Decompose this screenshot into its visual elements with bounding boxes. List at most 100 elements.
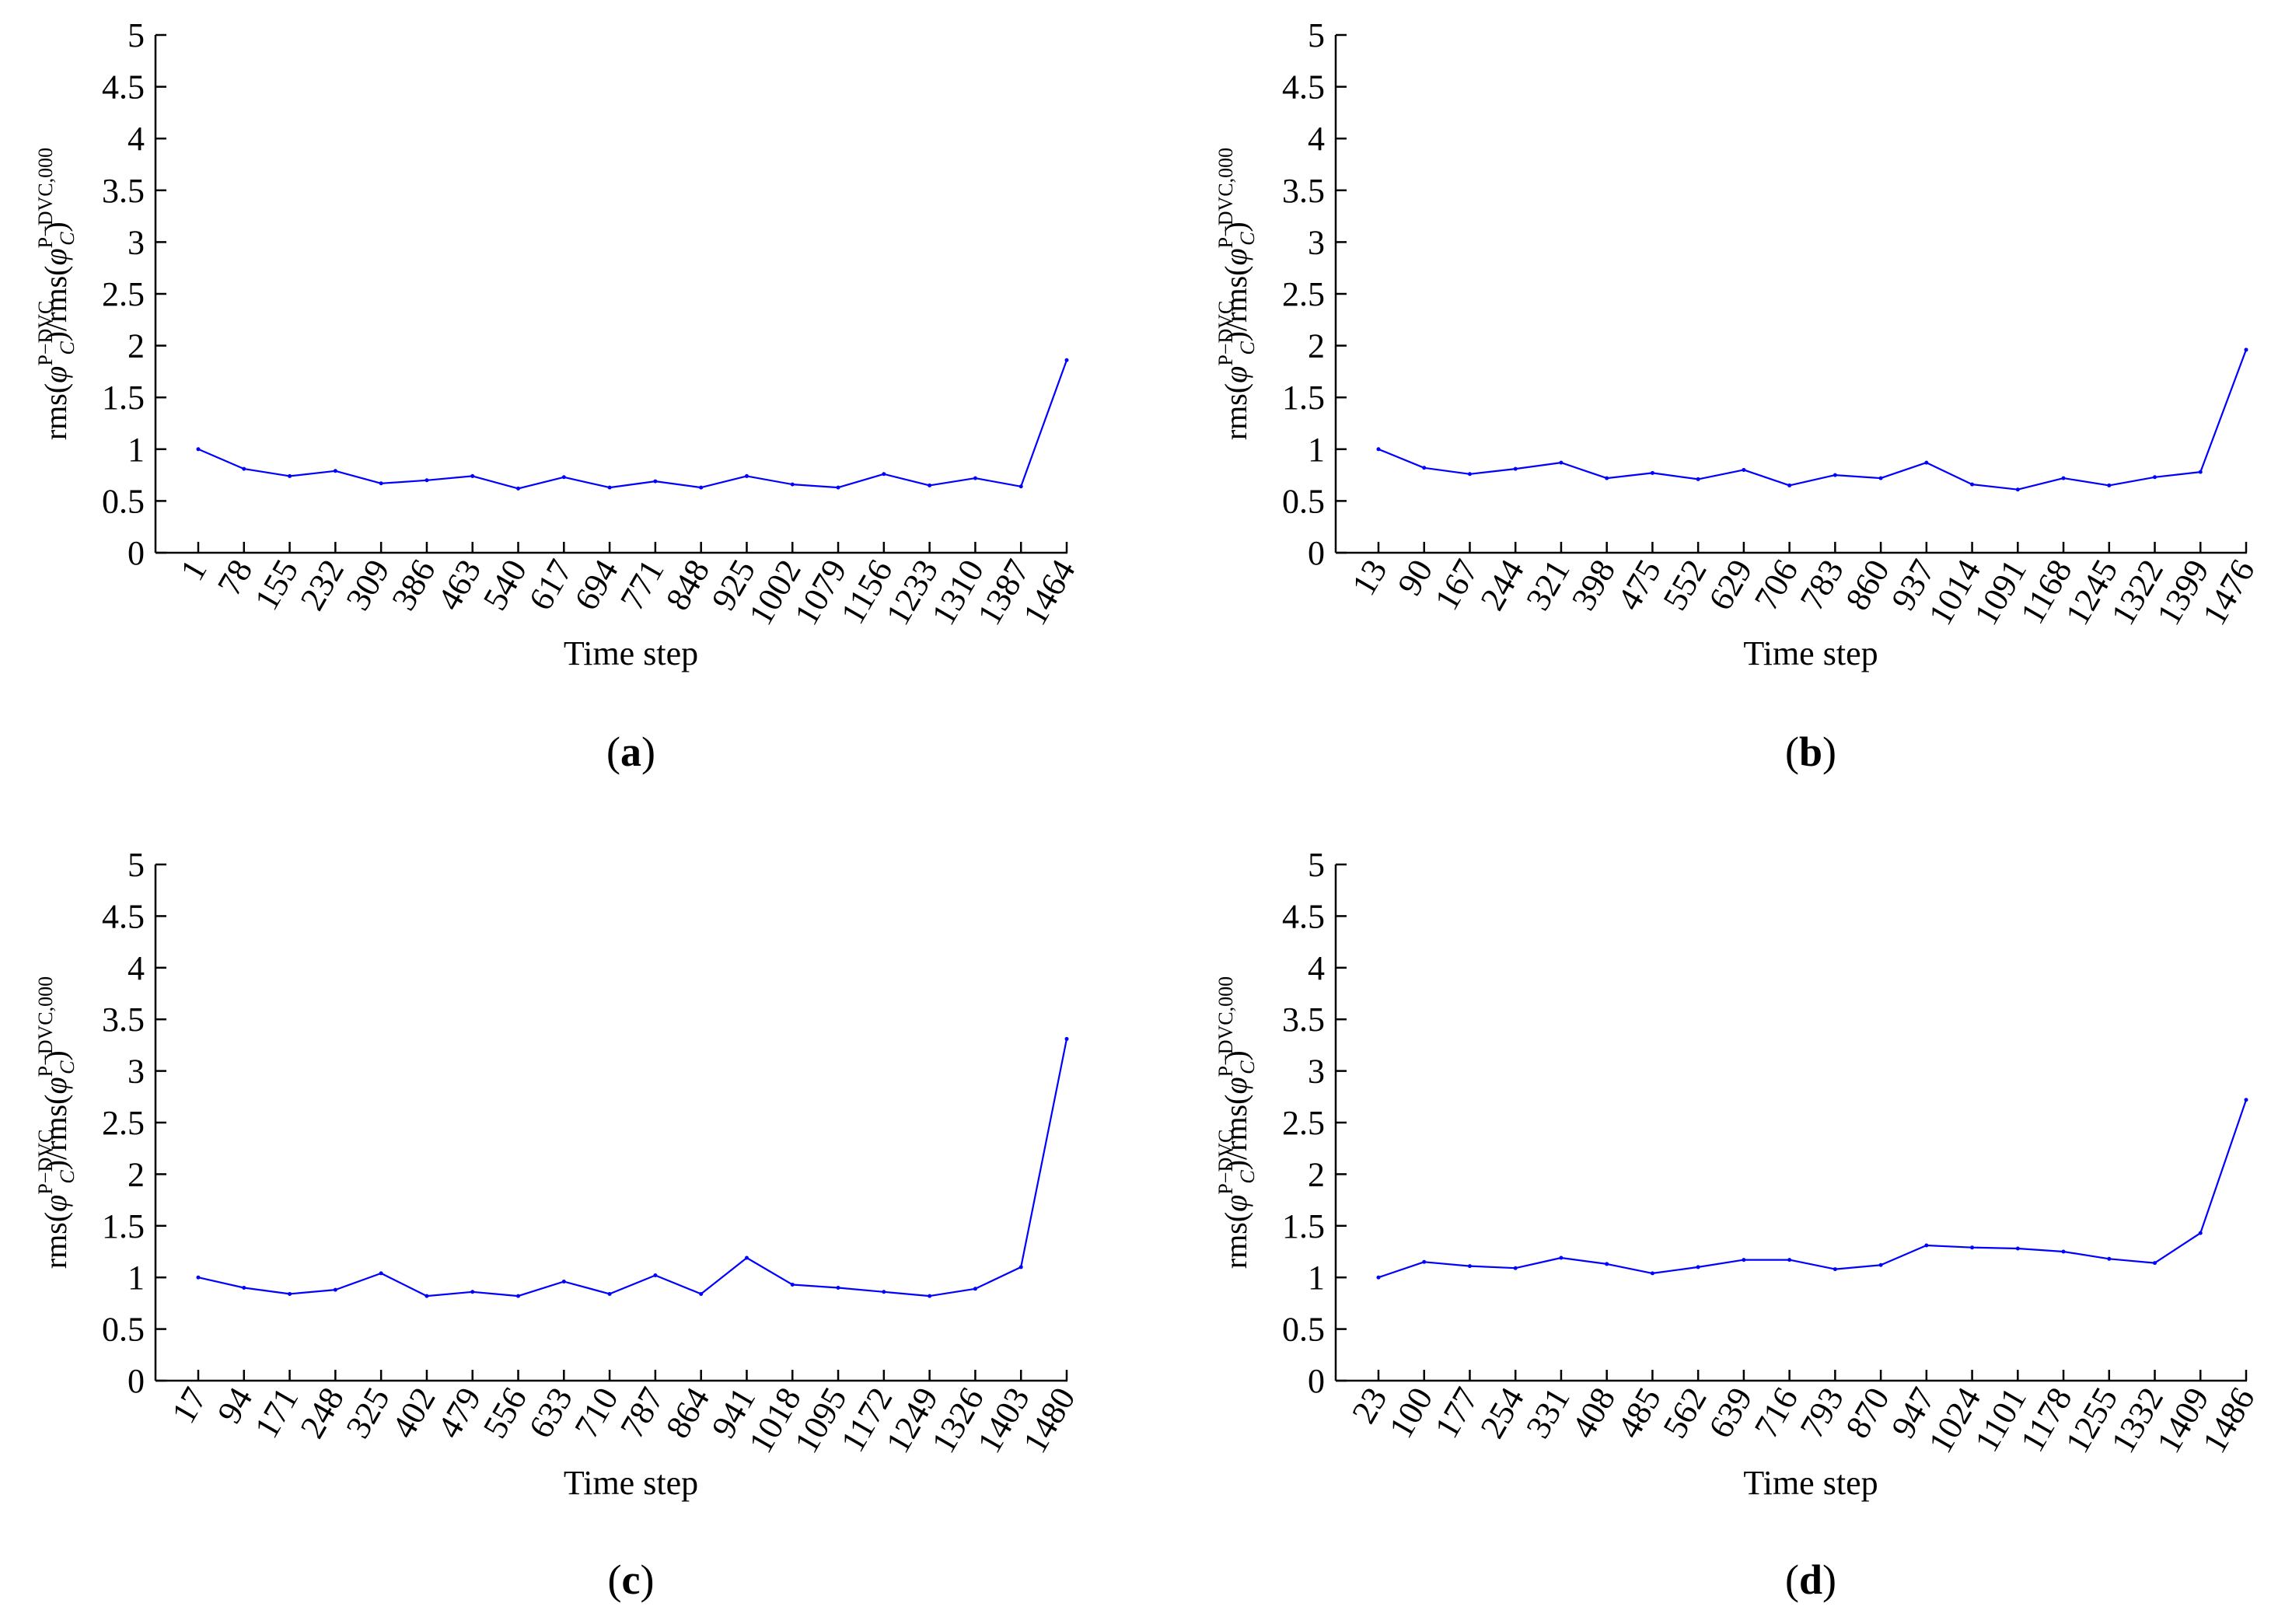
x-tick-label: 552 — [1655, 554, 1714, 617]
y-tick-label: 2.5 — [1282, 275, 1325, 313]
y-tick-label: 5 — [128, 846, 145, 884]
data-point — [882, 472, 886, 477]
panel-caption: (b) — [1785, 728, 1836, 775]
data-point — [1970, 482, 1975, 487]
x-tick-label: 860 — [1838, 554, 1896, 617]
x-tick-label: 793 — [1793, 1381, 1851, 1445]
data-point — [1559, 460, 1564, 465]
y-tick-label: 3.5 — [1282, 172, 1325, 210]
data-point — [1467, 472, 1472, 477]
y-tick-label: 2 — [128, 1155, 145, 1193]
y-tick-label: 1.5 — [1282, 379, 1325, 417]
data-point — [242, 1285, 246, 1290]
data-point — [2107, 1256, 2112, 1261]
y-tick-label: 1.5 — [1282, 1207, 1325, 1245]
data-point — [1878, 1263, 1883, 1267]
x-tick-label: 1 — [173, 554, 214, 588]
data-point — [1064, 358, 1069, 362]
data-point — [790, 482, 795, 487]
x-tick-label: 398 — [1564, 554, 1623, 617]
data-point — [744, 473, 749, 478]
data-point — [653, 1273, 658, 1278]
y-tick-label: 3 — [1308, 223, 1325, 261]
x-tick-label: 864 — [659, 1381, 717, 1445]
data-point — [1018, 484, 1023, 489]
data-point — [973, 476, 977, 480]
y-tick-label: 5 — [1308, 846, 1325, 884]
data-point — [1467, 1264, 1472, 1269]
y-tick-label: 0.5 — [1282, 1311, 1325, 1349]
data-point — [973, 1287, 977, 1291]
series-line — [1378, 349, 2248, 491]
data-point — [1605, 476, 1609, 480]
data-point — [379, 1271, 383, 1276]
x-tick-label: 463 — [430, 554, 488, 617]
panel-caption: (c) — [608, 1556, 655, 1603]
x-tick-label: 325 — [338, 1381, 397, 1445]
x-tick-label: 479 — [430, 1381, 488, 1445]
data-point — [653, 479, 658, 484]
data-point — [699, 1291, 704, 1296]
x-tick-label: 716 — [1747, 1381, 1805, 1445]
x-tick-label: 177 — [1427, 1381, 1486, 1445]
data-point — [1018, 1265, 1023, 1270]
x-tick-label: 155 — [247, 554, 306, 617]
x-tick-label: 475 — [1610, 554, 1668, 617]
data-point — [1513, 1266, 1518, 1270]
y-tick-label: 3 — [1308, 1053, 1325, 1091]
data-point — [425, 478, 429, 483]
data-point — [1559, 1256, 1564, 1260]
data-point — [2244, 348, 2248, 352]
y-tick-label: 4 — [1308, 120, 1325, 158]
panel-a: 00.511.522.533.544.551781552323093864635… — [34, 16, 1083, 775]
y-axis-label: rms(φP−DVCC)/rms(φP−DVC,000C) — [34, 148, 79, 440]
data-point — [1833, 473, 1837, 477]
x-tick-label: 617 — [522, 554, 580, 617]
data-point — [379, 481, 383, 486]
x-tick-label: 540 — [476, 554, 534, 617]
data-point — [928, 1294, 932, 1298]
x-tick-label: 402 — [384, 1381, 442, 1445]
data-point — [242, 466, 246, 471]
data-point — [882, 1290, 886, 1294]
data-point — [196, 447, 201, 452]
data-point — [333, 469, 337, 473]
x-tick-label: 562 — [1655, 1381, 1714, 1445]
y-tick-label: 5 — [128, 16, 145, 54]
y-tick-label: 0 — [1308, 534, 1325, 572]
y-tick-label: 3 — [128, 1053, 145, 1091]
x-axis-label: Time step — [1743, 1464, 1878, 1502]
x-tick-label: 386 — [384, 554, 442, 617]
x-tick-label: 232 — [293, 554, 351, 617]
y-tick-label: 2.5 — [102, 275, 145, 313]
panel-c: 00.511.522.533.544.551794171248325402479… — [34, 846, 1083, 1603]
data-point — [1924, 1243, 1929, 1248]
x-tick-label: 1464 — [1015, 554, 1082, 632]
y-tick-label: 1 — [1308, 1259, 1325, 1297]
data-point — [1650, 470, 1654, 475]
y-tick-label: 0.5 — [102, 482, 145, 520]
data-point — [1878, 476, 1883, 480]
y-tick-label: 3.5 — [1282, 1001, 1325, 1039]
data-point — [1650, 1271, 1654, 1276]
y-tick-label: 2.5 — [102, 1104, 145, 1142]
y-tick-label: 2 — [128, 327, 145, 365]
data-point — [1787, 1258, 1792, 1263]
y-tick-label: 3.5 — [102, 1001, 145, 1039]
x-tick-label: 848 — [659, 554, 717, 617]
x-tick-label: 485 — [1610, 1381, 1668, 1445]
data-point — [425, 1294, 429, 1298]
data-point — [1924, 460, 1929, 465]
data-point — [1833, 1267, 1837, 1272]
x-tick-label: 1480 — [1015, 1381, 1082, 1460]
x-tick-label: 244 — [1473, 554, 1531, 617]
y-tick-label: 2 — [1308, 327, 1325, 365]
y-tick-label: 1.5 — [102, 1207, 145, 1245]
x-tick-label: 783 — [1793, 554, 1851, 617]
x-tick-label: 171 — [247, 1381, 306, 1445]
data-point — [561, 475, 566, 480]
data-point — [744, 1256, 749, 1260]
data-point — [1513, 466, 1518, 471]
y-tick-label: 4.5 — [1282, 897, 1325, 935]
data-point — [333, 1287, 337, 1292]
